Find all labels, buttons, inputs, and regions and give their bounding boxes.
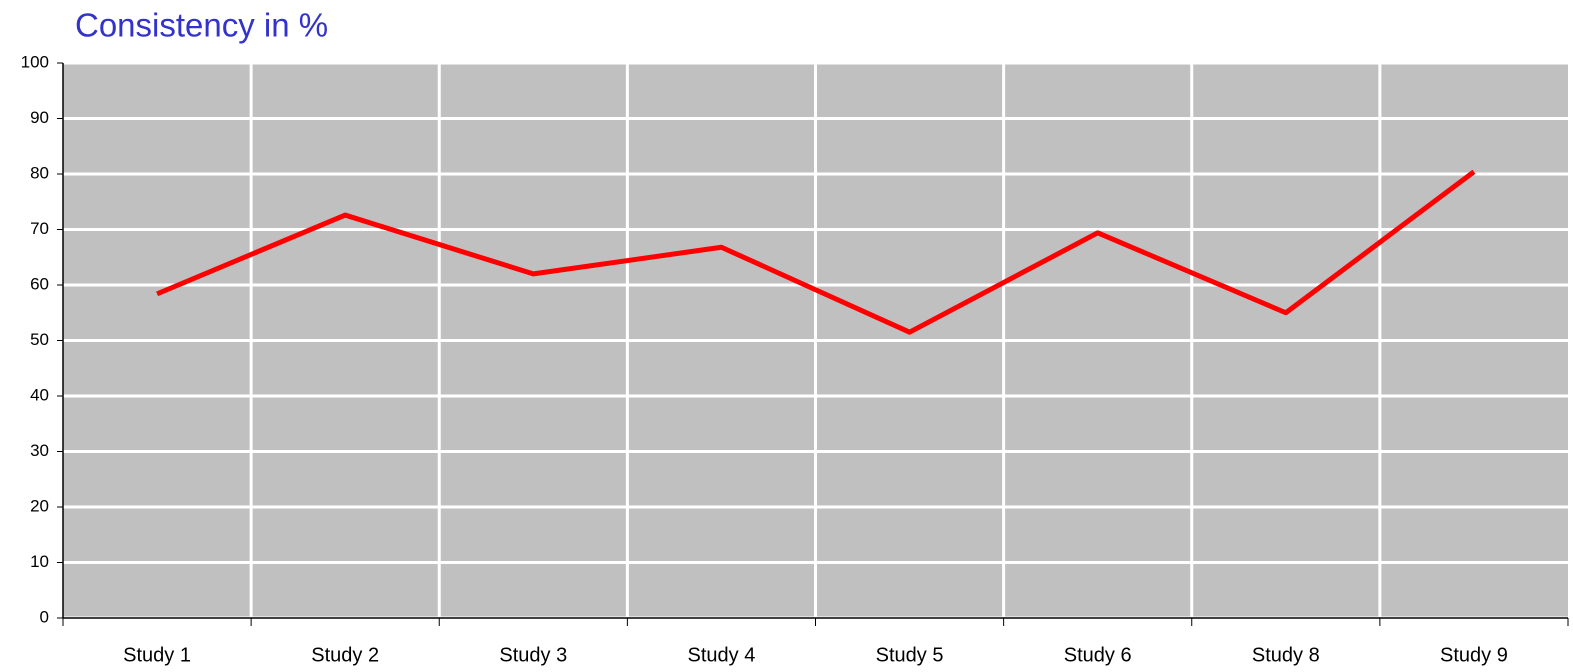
x-tick-label: Study 8 xyxy=(1252,644,1320,666)
chart-title: Consistency in % xyxy=(75,7,328,44)
x-tick-label: Study 3 xyxy=(499,644,567,666)
y-tick-label: 50 xyxy=(30,330,49,349)
y-tick-label: 60 xyxy=(30,274,49,293)
x-tick-label: Study 6 xyxy=(1064,644,1132,666)
x-tick-label: Study 1 xyxy=(123,644,191,666)
y-tick-label: 90 xyxy=(30,108,49,127)
y-tick-label: 40 xyxy=(30,385,49,404)
x-tick-label: Study 5 xyxy=(876,644,944,666)
data-line xyxy=(156,169,1476,335)
y-tick-label: 30 xyxy=(30,441,49,460)
y-tick-label: 80 xyxy=(30,163,49,182)
y-tick-label: 100 xyxy=(21,52,49,71)
y-tick-label: 0 xyxy=(40,607,49,626)
y-tick-label: 10 xyxy=(30,552,49,571)
y-tick-label: 70 xyxy=(30,219,49,238)
y-tick-label: 20 xyxy=(30,496,49,515)
x-tick-label: Study 2 xyxy=(311,644,379,666)
x-tick-label: Study 4 xyxy=(688,644,756,666)
x-tick-label: Study 9 xyxy=(1440,644,1508,666)
